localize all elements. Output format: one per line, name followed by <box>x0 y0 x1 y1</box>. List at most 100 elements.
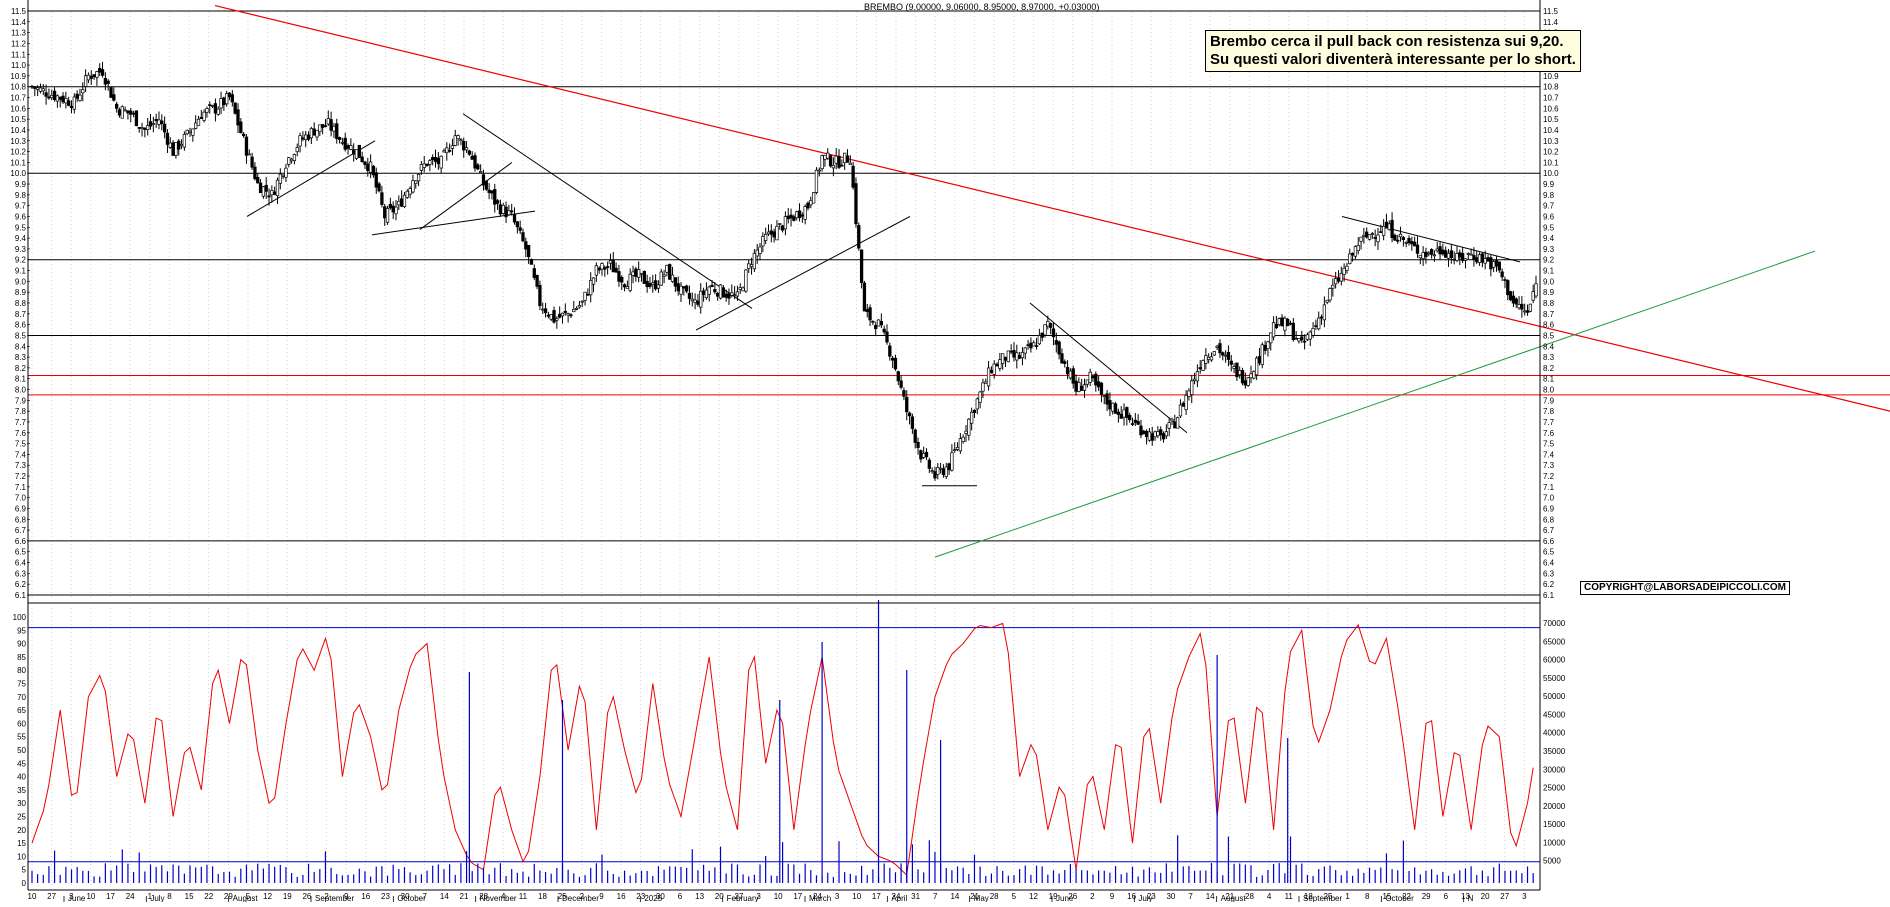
candle-body <box>103 77 108 85</box>
candle-body <box>120 106 124 119</box>
x-tick-day: 24 <box>892 892 901 901</box>
candle-body <box>625 286 630 289</box>
candle-body <box>555 318 559 321</box>
candle-body <box>67 100 71 106</box>
x-tick-day: 15 <box>185 892 194 901</box>
candle-body <box>1187 390 1191 397</box>
candle-body <box>1334 278 1338 285</box>
candle-body <box>704 289 709 299</box>
candle-body <box>81 89 85 94</box>
candle-body <box>270 189 274 196</box>
x-tick-day: 15 <box>1382 892 1391 901</box>
y-tick-right: 6.5 <box>1543 548 1555 557</box>
chart-title: BREMBO (9.00000, 9.06000, 8.95000, 8.970… <box>864 2 1100 12</box>
x-tick-day: 16 <box>617 892 626 901</box>
candle-body <box>566 313 570 316</box>
candle-body <box>1074 380 1078 392</box>
x-tick-day: 19 <box>1049 892 1058 901</box>
candle-body <box>631 271 635 276</box>
y-tick-left: 6.2 <box>15 580 27 589</box>
candle-body <box>761 236 765 247</box>
candle-body <box>577 305 582 308</box>
candle-body <box>1178 404 1183 417</box>
candle-body <box>1460 252 1465 261</box>
candle-body <box>1319 316 1324 319</box>
candle-body <box>682 286 686 289</box>
candle-body <box>823 154 827 160</box>
candle-body <box>493 189 497 205</box>
y-tick-left: 10.1 <box>10 158 26 167</box>
candle-body <box>924 451 929 458</box>
osc-y-tick: 45 <box>17 759 26 768</box>
candle-body <box>447 150 452 152</box>
candle-body <box>1514 298 1518 305</box>
candle-body <box>1175 417 1180 429</box>
y-tick-right: 10.5 <box>1543 115 1559 124</box>
candle-body <box>371 165 376 176</box>
candle-body <box>1435 248 1439 252</box>
y-tick-right: 7.1 <box>1543 483 1555 492</box>
candle-body <box>363 161 367 165</box>
y-tick-left: 10.9 <box>10 72 26 81</box>
candle-body <box>146 125 150 130</box>
x-tick-day: 22 <box>1402 892 1411 901</box>
y-tick-left: 8.2 <box>15 364 27 373</box>
candle-body <box>893 357 898 370</box>
candle-body <box>1517 304 1521 309</box>
candle-body <box>879 321 884 326</box>
y-tick-right: 6.6 <box>1543 537 1555 546</box>
x-tick-day: 3 <box>69 892 74 901</box>
candle-body <box>848 162 852 165</box>
candle-body <box>233 102 237 114</box>
x-tick-day: 3 <box>756 892 761 901</box>
candle-body <box>1164 431 1168 437</box>
volume-y-tick: 35000 <box>1543 747 1566 756</box>
candle-body <box>428 160 432 165</box>
x-tick-day: 5 <box>246 892 251 901</box>
candle-body <box>752 252 757 270</box>
osc-y-tick: 95 <box>17 626 26 635</box>
candle-body <box>230 94 234 103</box>
candle-body <box>747 263 751 269</box>
candle-body <box>1390 219 1394 239</box>
candle-body <box>1006 350 1010 363</box>
candle-body <box>148 121 153 127</box>
candle-body <box>1297 338 1301 342</box>
x-tick-month: March <box>809 894 831 902</box>
candle-body <box>1350 252 1355 256</box>
candle-body <box>1381 225 1386 236</box>
candle-body <box>462 140 466 151</box>
candle-body <box>450 145 455 149</box>
candle-body <box>950 452 954 471</box>
candle-body <box>1015 352 1019 361</box>
x-tick-day: 7 <box>933 892 938 901</box>
candle-body <box>670 274 675 282</box>
candle-body <box>1367 234 1372 240</box>
candle-body <box>445 147 449 154</box>
candle-body <box>1184 394 1188 410</box>
candle-body <box>464 147 469 151</box>
candle-body <box>318 124 322 133</box>
candle-body <box>538 284 542 307</box>
candle-body <box>817 169 821 172</box>
candle-body <box>357 144 361 158</box>
y-tick-right: 11.4 <box>1543 18 1559 27</box>
candle-body <box>653 280 658 290</box>
y-tick-right: 9.8 <box>1543 191 1555 200</box>
candle-body <box>332 125 336 132</box>
candle-body <box>459 139 463 142</box>
x-tick-day: 14 <box>1206 892 1215 901</box>
candle-body <box>927 459 931 469</box>
candle-body <box>1370 233 1374 235</box>
candle-body <box>986 367 991 387</box>
candle-body <box>112 94 116 101</box>
candle-body <box>52 90 57 100</box>
candle-body <box>154 118 158 122</box>
y-tick-right: 7.3 <box>1543 461 1555 470</box>
y-tick-left: 9.0 <box>15 277 27 286</box>
x-tick-day: 2 <box>580 892 585 901</box>
candle-body <box>1520 303 1524 310</box>
candle-body <box>1438 246 1442 255</box>
candle-body <box>1511 295 1516 304</box>
y-tick-left: 8.8 <box>15 299 27 308</box>
